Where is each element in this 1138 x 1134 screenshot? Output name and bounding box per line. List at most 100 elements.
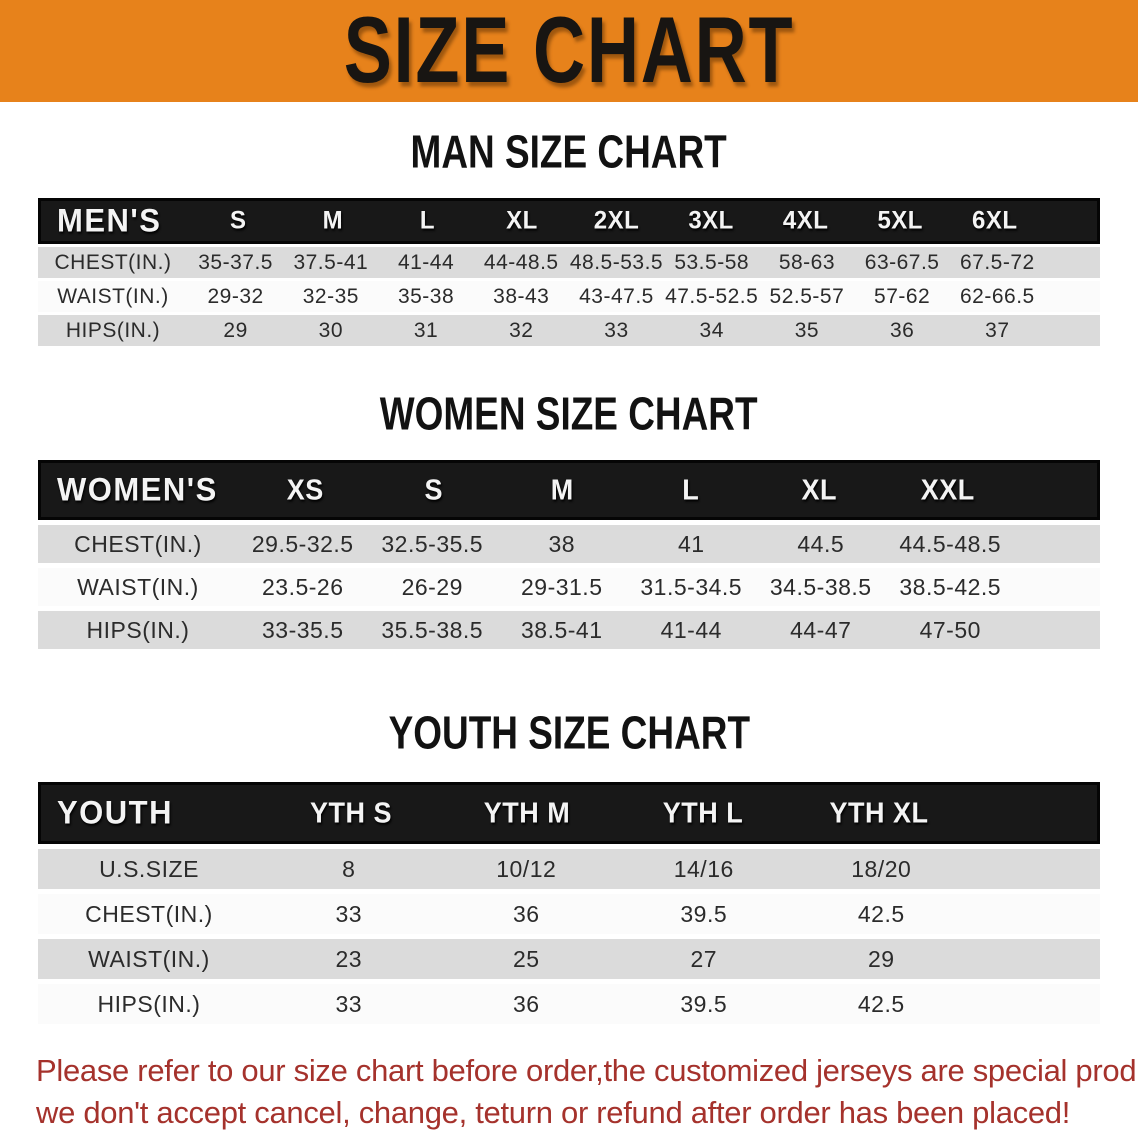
youth-section-title: YOUTH SIZE CHART [0, 707, 1138, 759]
value-cell: 31 [413, 318, 439, 342]
value-cell: 57-62 [874, 284, 931, 308]
women-section-title: WOMEN SIZE CHART [0, 388, 1138, 440]
row-label: WAIST(IN.) [57, 284, 169, 308]
table-header-row: WOMEN'S XS S M L XL XXL [38, 460, 1100, 520]
disclaimer-line-1: Please refer to our size chart before or… [36, 1053, 1138, 1088]
value-cell: 41-44 [660, 616, 722, 643]
value-cell: 43-47.5 [579, 284, 654, 308]
value-cell: 53.5-58 [674, 250, 750, 274]
men-size-table: MEN'S S M L XL 2XL 3XL 4XL 5XL 6XL CHEST(IN.) 35-37… [38, 198, 1100, 346]
value-cell: 35.5-38.5 [381, 616, 484, 643]
table-row: WAIST(IN.) 23 25 27 29 [38, 939, 1100, 979]
value-cell: 39.5 [680, 990, 728, 1017]
order-disclaimer: Please refer to our size chart before or… [36, 1050, 1138, 1134]
size-column-header: 3XL [688, 206, 734, 235]
value-cell: 35-38 [397, 284, 455, 308]
row-label: CHEST(IN.) [85, 900, 213, 927]
youth-size-table: YOUTH YTH S YTH M YTH L YTH XL U.S.SIZE 8 10/12… [38, 782, 1100, 1024]
value-cell: 52.5-57 [769, 284, 845, 308]
table-header-row: MEN'S S M L XL 2XL 3XL 4XL 5XL 6XL [38, 198, 1100, 244]
size-column-header: M [550, 473, 574, 506]
size-column-header: 6XL [972, 206, 1018, 235]
size-column-header: 4XL [782, 206, 829, 235]
value-cell: 8 [342, 855, 356, 882]
row-label: CHEST(IN.) [54, 250, 172, 274]
value-cell: 38-43 [493, 284, 550, 308]
size-column-header: S [424, 473, 443, 506]
value-cell: 36 [512, 900, 540, 927]
value-cell: 47.5-52.5 [665, 284, 759, 308]
banner-title: SIZE CHART [343, 0, 795, 103]
value-cell: 32-35 [302, 284, 359, 308]
size-column-header: XL [506, 206, 538, 235]
value-cell: 32.5-35.5 [381, 530, 484, 557]
table-row: WAIST(IN.) 23.5-26 26-29 29-31.5 31.5-34.5 34… [38, 568, 1100, 606]
value-cell: 47-50 [919, 616, 981, 643]
size-column-header: YTH L [662, 796, 744, 829]
size-column-header: M [322, 206, 344, 235]
value-cell: 44-48.5 [483, 250, 559, 274]
value-cell: 10/12 [496, 855, 557, 882]
row-label: HIPS(IN.) [65, 318, 161, 342]
value-cell: 44-47 [790, 616, 852, 643]
value-cell: 38.5-41 [520, 616, 603, 643]
value-cell: 34.5-38.5 [769, 573, 872, 600]
table-row: WAIST(IN.) 29-32 32-35 35-38 38-43 43-47.5 47.… [38, 281, 1100, 312]
size-column-header: XL [801, 473, 837, 506]
value-cell: 42.5 [857, 990, 905, 1017]
value-cell: 44.5-48.5 [899, 530, 1002, 557]
value-cell: 33 [335, 990, 363, 1017]
size-column-header: 2XL [593, 206, 640, 235]
men-section-title-text: MAN SIZE CHART [410, 125, 728, 178]
value-cell: 29-32 [207, 284, 264, 308]
value-cell: 29 [223, 318, 248, 342]
value-cell: 44.5 [797, 530, 845, 557]
table-corner-label: YOUTH [57, 794, 173, 831]
value-cell: 36 [889, 318, 915, 342]
size-column-header: YTH XL [829, 796, 929, 829]
value-cell: 29.5-32.5 [251, 530, 354, 557]
value-cell: 34 [699, 318, 724, 342]
value-cell: 37 [985, 318, 1010, 342]
size-column-header: L [419, 206, 435, 235]
table-corner-label: WOMEN'S [57, 471, 218, 508]
women-size-table: WOMEN'S XS S M L XL XXL CHEST(IN.) 29.5-32.5 32.5… [38, 460, 1100, 649]
value-cell: 48.5-53.5 [569, 250, 664, 274]
size-column-header: XXL [920, 473, 975, 506]
value-cell: 23 [335, 945, 363, 972]
value-cell: 41-44 [397, 250, 455, 274]
value-cell: 33 [335, 900, 363, 927]
value-cell: 25 [512, 945, 540, 972]
value-cell: 42.5 [857, 900, 905, 927]
table-row: U.S.SIZE 8 10/12 14/16 18/20 [38, 849, 1100, 889]
value-cell: 39.5 [680, 900, 728, 927]
value-cell: 58-63 [778, 250, 836, 274]
value-cell: 33 [604, 318, 629, 342]
value-cell: 67.5-72 [959, 250, 1035, 274]
row-label: WAIST(IN.) [77, 573, 199, 600]
value-cell: 38 [548, 530, 576, 557]
value-cell: 23.5-26 [261, 573, 344, 600]
table-row: HIPS(IN.) 33-35.5 35.5-38.5 38.5-41 41-44 44-… [38, 611, 1100, 649]
table-row: CHEST(IN.) 29.5-32.5 32.5-35.5 38 41 44.5 44.5… [38, 525, 1100, 563]
youth-section-title-text: YOUTH SIZE CHART [388, 706, 750, 759]
table-row: CHEST(IN.) 35-37.5 37.5-41 41-44 44-48.5 48.5… [38, 247, 1100, 278]
table-row: HIPS(IN.) 33 36 39.5 42.5 [38, 984, 1100, 1024]
value-cell: 41 [677, 530, 705, 557]
size-column-header: YTH S [309, 796, 392, 829]
value-cell: 35-37.5 [198, 250, 273, 274]
table-corner-label: MEN'S [57, 202, 162, 239]
women-section-title-text: WOMEN SIZE CHART [380, 387, 758, 440]
value-cell: 26-29 [401, 573, 463, 600]
row-label: U.S.SIZE [99, 855, 199, 882]
value-cell: 62-66.5 [959, 284, 1035, 308]
value-cell: 37.5-41 [293, 250, 369, 274]
value-cell: 14/16 [673, 855, 734, 882]
value-cell: 38.5-42.5 [899, 573, 1002, 600]
size-column-header: 5XL [877, 206, 923, 235]
value-cell: 31.5-34.5 [640, 573, 743, 600]
row-label: CHEST(IN.) [74, 530, 202, 557]
value-cell: 29 [867, 945, 895, 972]
size-column-header: L [682, 473, 700, 506]
size-column-header: S [230, 206, 247, 235]
